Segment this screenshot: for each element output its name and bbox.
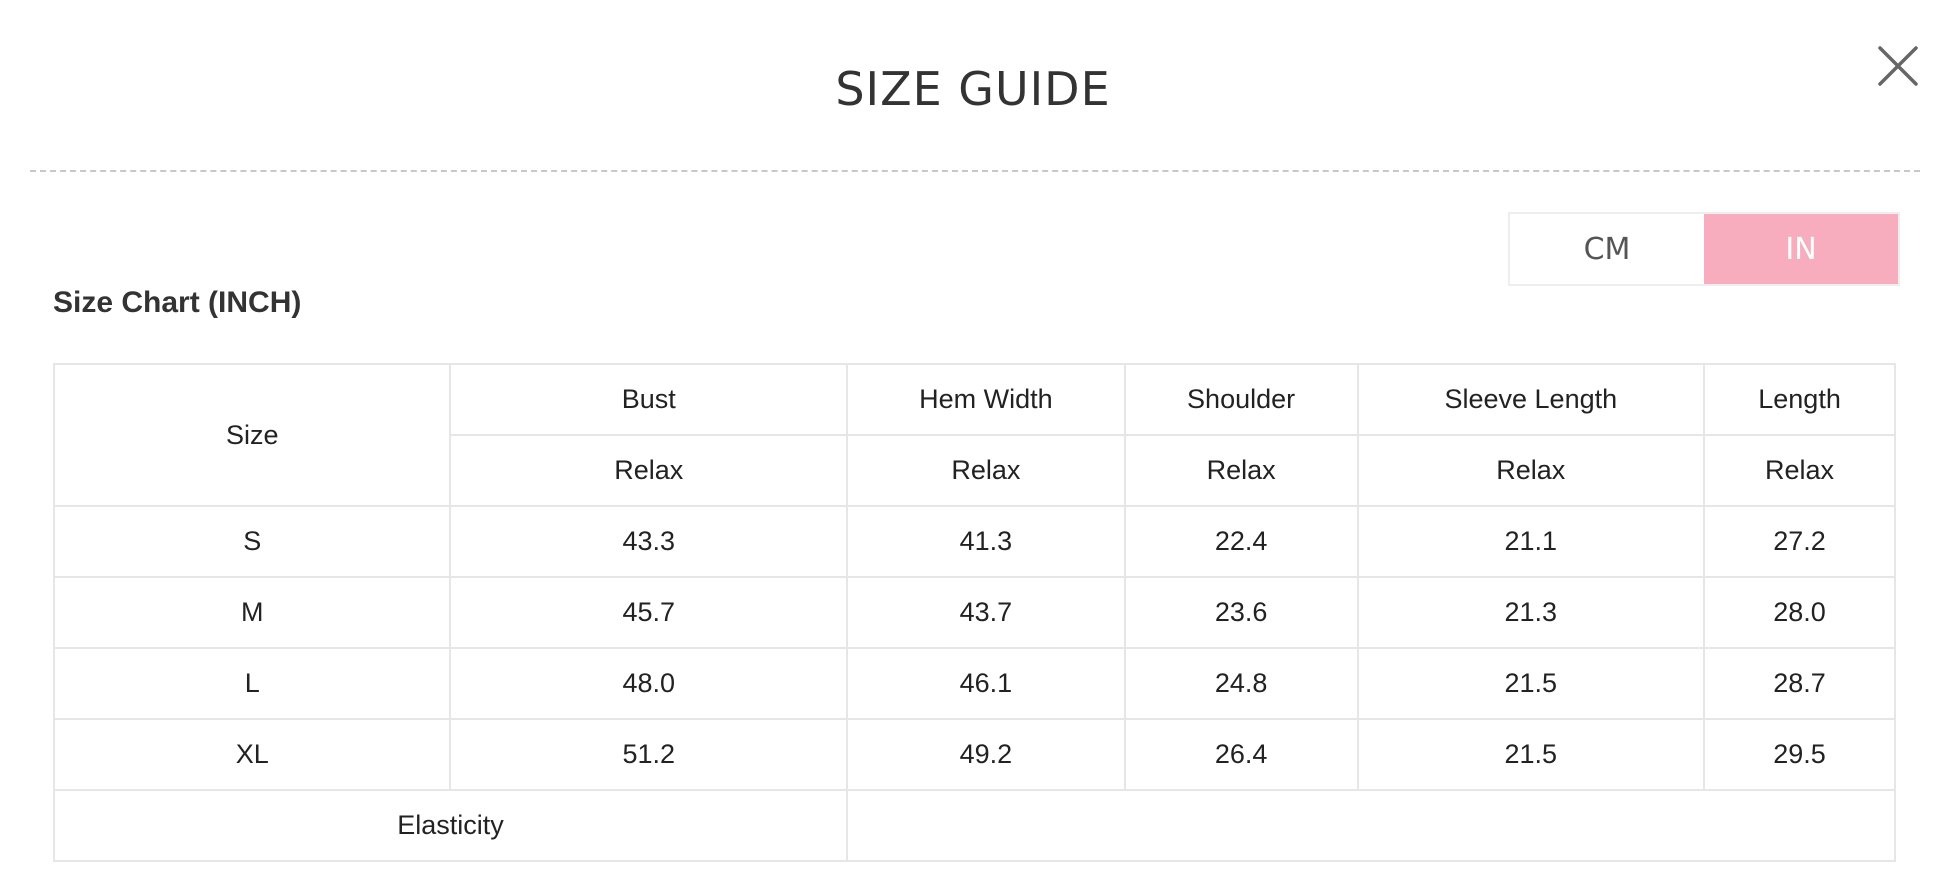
column-header: Length [1703, 363, 1896, 436]
table-subheader-row: Relax Relax Relax Relax Relax [54, 434, 1896, 507]
value-cell: 24.8 [1123, 647, 1359, 720]
value-cell: 43.7 [846, 576, 1126, 649]
value-cell: 23.6 [1123, 576, 1359, 649]
value-cell: 51.2 [449, 718, 848, 791]
column-subheader: Relax [846, 434, 1126, 507]
value-cell: 21.3 [1356, 576, 1706, 649]
value-cell: 27.2 [1703, 505, 1896, 578]
table-row: M 45.7 43.7 23.6 21.3 28.0 [52, 576, 1896, 649]
size-chart-heading: Size Chart (INCH) [53, 286, 302, 319]
value-cell: 26.4 [1123, 718, 1359, 791]
size-cell: XL [52, 718, 452, 791]
column-header: Sleeve Length [1356, 363, 1706, 436]
close-icon[interactable] [1876, 44, 1920, 88]
value-cell: 45.7 [449, 576, 848, 649]
size-cell: L [52, 647, 452, 720]
column-header: Shoulder [1123, 363, 1359, 436]
table-row: XL 51.2 49.2 26.4 21.5 29.5 [52, 718, 1896, 791]
column-subheader: Relax [449, 434, 848, 507]
value-cell: 49.2 [846, 718, 1126, 791]
column-subheader: Relax [1356, 434, 1706, 507]
elasticity-label: Elasticity [53, 789, 848, 862]
elasticity-value [846, 789, 1896, 862]
table-row: L 48.0 46.1 24.8 21.5 28.7 [52, 647, 1896, 720]
column-header: Bust [449, 363, 848, 436]
table-row: S 43.3 41.3 22.4 21.1 27.2 [52, 505, 1896, 578]
value-cell: 21.5 [1356, 718, 1706, 791]
value-cell: 41.3 [846, 505, 1126, 578]
value-cell: 48.0 [449, 647, 848, 720]
column-subheader: Relax [1123, 434, 1359, 507]
value-cell: 46.1 [846, 647, 1126, 720]
value-cell: 21.5 [1356, 647, 1706, 720]
table-header-row: Size Bust Hem Width Shoulder Sleeve Leng… [52, 363, 1896, 507]
column-header: Hem Width [846, 363, 1126, 436]
value-cell: 29.5 [1703, 718, 1896, 791]
size-chart-table: Size Bust Hem Width Shoulder Sleeve Leng… [52, 363, 1896, 862]
size-cell: M [52, 576, 452, 649]
unit-cm-button[interactable]: CM [1510, 214, 1704, 284]
value-cell: 28.0 [1703, 576, 1896, 649]
value-cell: 21.1 [1356, 505, 1706, 578]
size-cell: S [52, 505, 452, 578]
unit-in-button[interactable]: IN [1704, 214, 1898, 284]
value-cell: 22.4 [1123, 505, 1359, 578]
elasticity-row: Elasticity [53, 789, 1896, 862]
value-cell: 28.7 [1703, 647, 1896, 720]
column-subheader: Relax [1703, 434, 1896, 507]
size-header: Size [52, 363, 452, 507]
divider [30, 170, 1920, 172]
page-title: SIZE GUIDE [835, 62, 1111, 116]
unit-toggle: CM IN [1508, 212, 1900, 286]
value-cell: 43.3 [449, 505, 848, 578]
